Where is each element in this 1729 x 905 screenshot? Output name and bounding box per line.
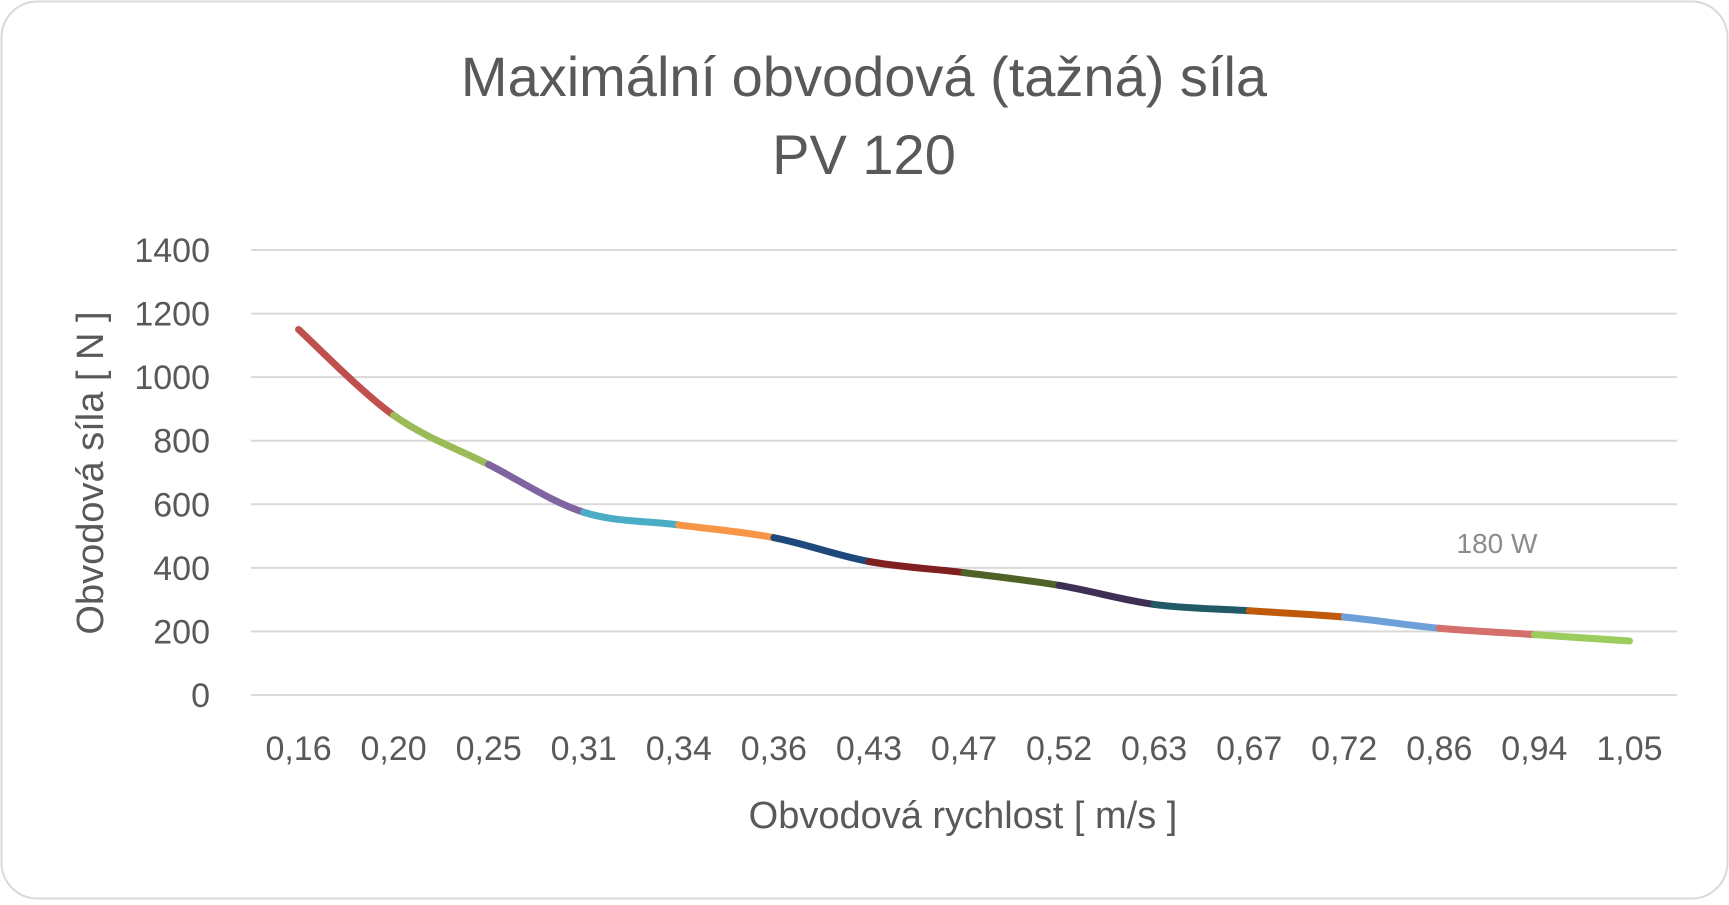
gridlines — [251, 249, 1677, 696]
x-tick-label: 0,16 — [265, 730, 331, 768]
series-segment-1 — [295, 325, 398, 419]
y-tick-label: 1000 — [134, 359, 210, 397]
series-segment-10 — [1150, 600, 1253, 615]
series-segment-3 — [485, 461, 588, 516]
x-tick-label: 0,67 — [1216, 730, 1282, 768]
y-axis-label: Obvodová síla [ N ] — [70, 311, 112, 634]
x-tick-label: 0,63 — [1121, 730, 1187, 768]
series-label-180w: 180 W — [1457, 528, 1538, 559]
x-tick-label: 0,94 — [1501, 730, 1567, 768]
series-segment-5 — [675, 521, 778, 542]
x-tick-label: 0,20 — [361, 730, 427, 768]
y-tick-label: 0 — [191, 677, 210, 715]
y-tick-label: 1200 — [134, 296, 210, 334]
chart-title-line-2: PV 120 — [772, 123, 956, 186]
x-tick-label: 0,25 — [456, 730, 522, 768]
series-segment-12 — [1340, 613, 1443, 632]
y-tick-label: 600 — [153, 486, 210, 524]
y-tick-label: 1400 — [134, 232, 210, 270]
x-tick-label: 0,36 — [741, 730, 807, 768]
y-tick-label: 800 — [153, 423, 210, 461]
x-tick-label: 1,05 — [1596, 730, 1662, 768]
series-segment-14 — [1530, 631, 1633, 645]
series-segment-13 — [1435, 624, 1538, 639]
x-axis-label: Obvodová rychlost [ m/s ] — [749, 795, 1178, 837]
series-segment-8 — [960, 569, 1063, 589]
series-segment-6 — [770, 534, 873, 565]
series-line-180w — [295, 325, 1633, 645]
y-tick-label: 400 — [153, 550, 210, 588]
series-segment-7 — [865, 558, 968, 577]
series-segment-4 — [580, 508, 683, 529]
x-axis-ticks: 0,16 0,20 0,25 0,31 0,34 0,36 0,43 0,47 0,52 0,63… — [265, 730, 1662, 768]
chart-title-line-1: Maximální obvodová (tažná) síla — [461, 45, 1268, 108]
x-tick-label: 0,52 — [1026, 730, 1092, 768]
x-tick-label: 0,43 — [836, 730, 902, 768]
x-tick-label: 0,31 — [551, 730, 617, 768]
y-axis-ticks: 0 200 400 600 800 1000 1200 1400 — [134, 232, 210, 715]
x-tick-label: 0,34 — [646, 730, 712, 768]
series-segment-9 — [1055, 581, 1158, 608]
series-segment-2 — [390, 411, 493, 469]
y-tick-label: 200 — [153, 613, 210, 651]
x-tick-label: 0,47 — [931, 730, 997, 768]
x-tick-label: 0,72 — [1311, 730, 1377, 768]
x-tick-label: 0,86 — [1406, 730, 1472, 768]
series-segment-11 — [1245, 607, 1348, 621]
